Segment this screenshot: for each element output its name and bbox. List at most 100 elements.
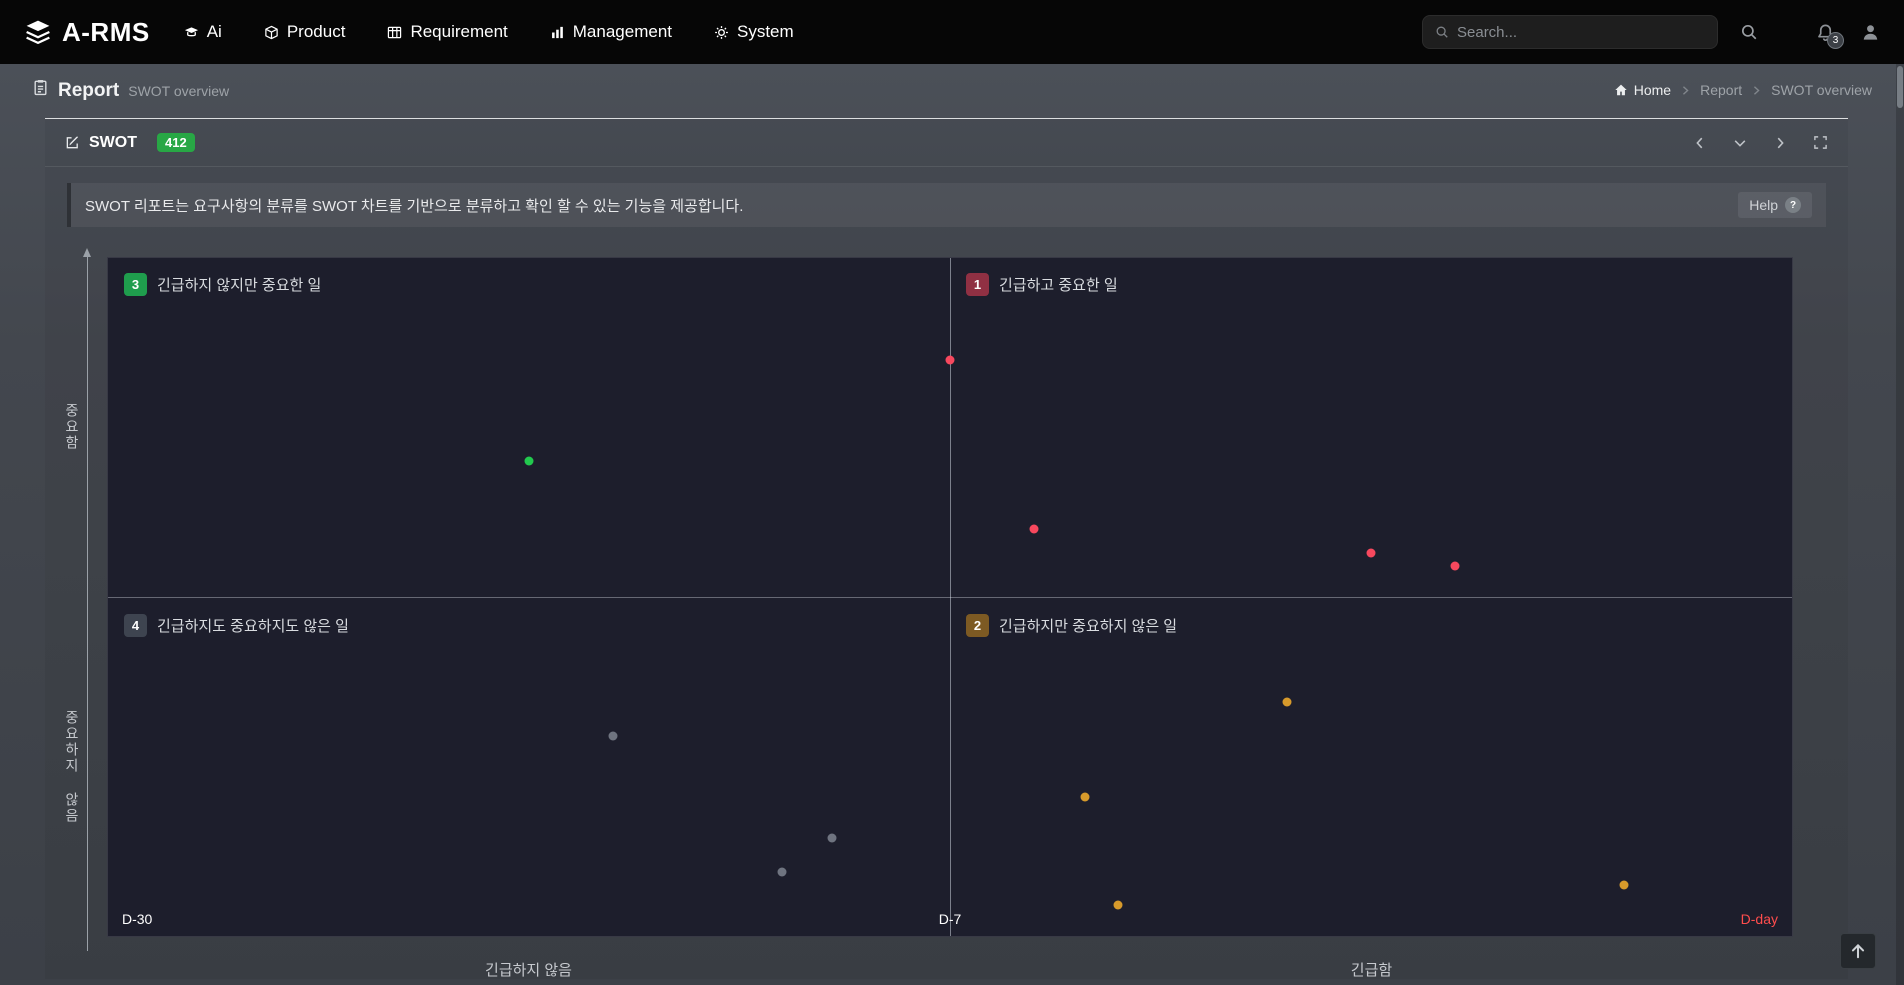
nav-item-label: Management bbox=[572, 22, 672, 41]
chevron-down-icon bbox=[1733, 136, 1747, 150]
card-controls bbox=[1693, 135, 1828, 150]
breadcrumb-home[interactable]: Home bbox=[1614, 82, 1671, 98]
help-label: Help bbox=[1749, 197, 1778, 213]
fullscreen-button[interactable] bbox=[1813, 135, 1828, 150]
data-point-not-important-not-urgent[interactable] bbox=[827, 833, 837, 843]
page-subtitle: SWOT overview bbox=[128, 82, 230, 99]
quadrant-plot-area[interactable]: 3 긴급하지 않지만 중요한 일 1 긴급하고 중요한 일 4 긴급하지도 중요… bbox=[107, 257, 1793, 937]
navbar-right: 3 bbox=[1422, 15, 1880, 49]
brand-logo[interactable]: A-RMS bbox=[24, 17, 150, 48]
x-axis-label-not-urgent: 긴급하지 않음 bbox=[485, 962, 572, 979]
data-point-urgent-important[interactable] bbox=[1366, 548, 1376, 558]
chevron-left-icon bbox=[1693, 136, 1707, 150]
data-point-urgent-not-important[interactable] bbox=[1282, 697, 1292, 707]
chevron-right-icon bbox=[1773, 136, 1787, 150]
breadcrumb-label: Home bbox=[1633, 82, 1672, 98]
requirement-icon bbox=[387, 25, 402, 40]
quadrant-1-text: 긴급하고 중요한 일 bbox=[999, 277, 1118, 294]
management-icon bbox=[550, 25, 565, 40]
quadrant-label-4: 4 긴급하지도 중요하지도 않은 일 bbox=[124, 614, 349, 637]
data-point-not-important-not-urgent[interactable] bbox=[608, 731, 618, 741]
search-box bbox=[1422, 15, 1718, 49]
quadrant-3-text: 긴급하지 않지만 중요한 일 bbox=[157, 277, 322, 294]
card-header: SWOT 412 bbox=[45, 119, 1848, 167]
nav-item-system[interactable]: System bbox=[714, 22, 794, 42]
home-icon bbox=[1614, 83, 1628, 97]
system-icon bbox=[714, 25, 729, 40]
data-point-not-important-not-urgent[interactable] bbox=[777, 867, 787, 877]
expand-icon bbox=[1813, 135, 1828, 150]
notifications-button[interactable]: 3 bbox=[1816, 23, 1844, 49]
quadrant-label-1: 1 긴급하고 중요한 일 bbox=[966, 273, 1118, 296]
description-bar: SWOT 리포트는 요구사항의 분류를 SWOT 차트를 기반으로 분류하고 확… bbox=[67, 183, 1826, 227]
help-button[interactable]: Help ? bbox=[1738, 192, 1812, 218]
data-point-urgent-not-important[interactable] bbox=[1619, 880, 1629, 890]
user-icon bbox=[1861, 23, 1880, 42]
search-icon bbox=[1740, 23, 1758, 41]
center-vertical-gridline bbox=[950, 258, 951, 936]
nav-item-label: Requirement bbox=[410, 22, 508, 41]
search-icon bbox=[1435, 25, 1449, 39]
nav-item-label: Ai bbox=[206, 22, 222, 41]
question-mark-icon: ? bbox=[1785, 197, 1801, 213]
quadrant-4-text: 긴급하지도 중요하지도 않은 일 bbox=[157, 618, 349, 635]
ai-icon bbox=[184, 25, 199, 40]
timeline-label-d30: D-30 bbox=[122, 911, 153, 927]
center-horizontal-gridline bbox=[108, 597, 1792, 598]
report-document-icon bbox=[32, 79, 49, 96]
page-header: Report SWOT overview Home Report SWOT ov… bbox=[0, 64, 1904, 116]
quadrant-label-3: 3 긴급하지 않지만 중요한 일 bbox=[124, 273, 321, 296]
notification-count-badge: 3 bbox=[1827, 31, 1844, 49]
navbar: A-RMS Ai Product bbox=[0, 0, 1904, 64]
data-point-important-not-urgent[interactable] bbox=[524, 456, 534, 466]
scrollbar-thumb[interactable] bbox=[1897, 66, 1903, 108]
points-layer bbox=[108, 258, 1792, 936]
quadrant-2-badge: 2 bbox=[966, 614, 989, 637]
search-submit-button[interactable] bbox=[1740, 23, 1758, 41]
y-axis-label-not-important: 중요하지 않음 bbox=[64, 710, 80, 824]
nav-menu: Ai Product Requirement bbox=[184, 22, 794, 42]
data-point-urgent-important[interactable] bbox=[1029, 524, 1039, 534]
breadcrumb-report[interactable]: Report bbox=[1700, 82, 1743, 98]
page-title: Report bbox=[58, 79, 120, 101]
quadrant-1-badge: 1 bbox=[966, 273, 989, 296]
next-button[interactable] bbox=[1773, 136, 1787, 150]
quadrant-label-2: 2 긴급하지만 중요하지 않은 일 bbox=[966, 614, 1177, 637]
brand-name: A-RMS bbox=[62, 16, 150, 47]
data-point-urgent-important[interactable] bbox=[1450, 561, 1460, 571]
nav-item-product[interactable]: Product bbox=[264, 22, 346, 42]
layers-icon bbox=[24, 18, 52, 46]
breadcrumb-current: SWOT overview bbox=[1771, 82, 1872, 98]
scroll-to-top-button[interactable] bbox=[1840, 933, 1876, 969]
nav-item-label: Product bbox=[286, 22, 346, 41]
data-point-urgent-not-important[interactable] bbox=[1080, 792, 1090, 802]
user-menu-button[interactable] bbox=[1861, 23, 1880, 42]
swot-description: SWOT 리포트는 요구사항의 분류를 SWOT 차트를 기반으로 분류하고 확… bbox=[85, 197, 744, 215]
quadrant-2-text: 긴급하지만 중요하지 않은 일 bbox=[999, 618, 1178, 635]
edit-icon bbox=[65, 135, 80, 150]
x-axis-label-urgent: 긴급함 bbox=[1350, 962, 1393, 979]
y-axis-line bbox=[83, 248, 91, 951]
arrow-up-icon bbox=[1849, 942, 1867, 960]
search-input[interactable] bbox=[1457, 23, 1705, 41]
swot-card: SWOT 412 bbox=[45, 118, 1848, 979]
nav-item-management[interactable]: Management bbox=[550, 22, 672, 42]
chevron-right-icon bbox=[1680, 85, 1691, 96]
collapse-button[interactable] bbox=[1733, 136, 1747, 150]
y-axis-label-important: 중요함 bbox=[64, 403, 80, 451]
quadrant-4-badge: 4 bbox=[124, 614, 147, 637]
data-point-urgent-not-important[interactable] bbox=[1113, 900, 1123, 910]
swot-chart: 중요함 중요하지 않음 긴급하지 않음 긴급함 3 긴급하지 않지만 중요한 일… bbox=[64, 248, 1793, 979]
timeline-label-dday: D-day bbox=[1740, 911, 1778, 927]
nav-item-ai[interactable]: Ai bbox=[184, 22, 222, 42]
page-title-group: Report SWOT overview bbox=[32, 79, 229, 102]
timeline-label-d7: D-7 bbox=[938, 911, 962, 927]
swot-count-badge: 412 bbox=[157, 133, 195, 152]
data-point-urgent-important[interactable] bbox=[945, 355, 955, 365]
breadcrumb: Home Report SWOT overview bbox=[1614, 82, 1872, 98]
prev-button[interactable] bbox=[1693, 136, 1707, 150]
nav-item-requirement[interactable]: Requirement bbox=[387, 22, 508, 42]
card-title: SWOT bbox=[89, 133, 137, 151]
card-title-group: SWOT 412 bbox=[65, 133, 195, 152]
scrollbar-track[interactable] bbox=[1896, 64, 1904, 985]
